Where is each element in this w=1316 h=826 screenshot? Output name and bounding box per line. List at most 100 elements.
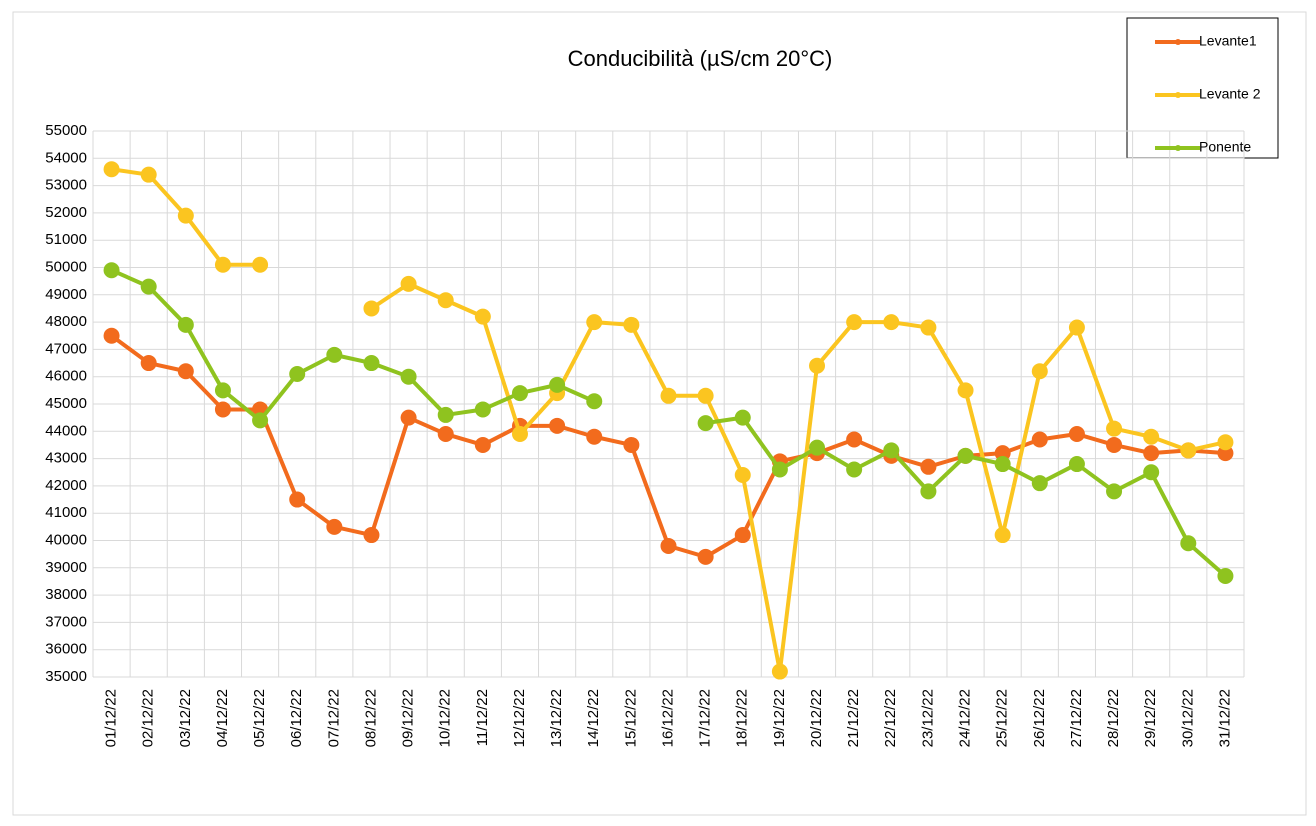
data-point bbox=[400, 409, 417, 426]
y-tick-label: 39000 bbox=[45, 559, 87, 576]
data-point bbox=[1106, 420, 1123, 437]
data-point bbox=[1068, 426, 1085, 443]
data-point bbox=[400, 368, 417, 385]
x-tick-label: 31/12/22 bbox=[1216, 689, 1233, 747]
data-point bbox=[697, 387, 714, 404]
y-tick-label: 46000 bbox=[45, 368, 87, 385]
data-point bbox=[586, 314, 603, 331]
y-tick-label: 50000 bbox=[45, 258, 87, 275]
x-tick-label: 06/12/22 bbox=[288, 689, 305, 747]
data-point bbox=[326, 518, 343, 535]
x-tick-label: 30/12/22 bbox=[1179, 689, 1196, 747]
data-point bbox=[1180, 535, 1197, 552]
x-tick-label: 18/12/22 bbox=[734, 689, 751, 747]
x-tick-label: 14/12/22 bbox=[585, 689, 602, 747]
data-point bbox=[140, 355, 157, 372]
data-point bbox=[883, 442, 900, 459]
data-point bbox=[846, 431, 863, 448]
data-point bbox=[252, 256, 269, 273]
data-point bbox=[511, 385, 528, 402]
x-tick-label: 15/12/22 bbox=[622, 689, 639, 747]
data-point bbox=[214, 401, 231, 418]
x-tick-label: 12/12/22 bbox=[511, 689, 528, 747]
x-tick-label: 24/12/22 bbox=[957, 689, 974, 747]
x-tick-label: 10/12/22 bbox=[437, 689, 454, 747]
data-point bbox=[252, 412, 269, 429]
data-point bbox=[1143, 464, 1160, 481]
data-point bbox=[474, 401, 491, 418]
y-tick-label: 54000 bbox=[45, 149, 87, 166]
x-tick-label: 11/12/22 bbox=[474, 689, 491, 746]
legend-marker bbox=[1175, 145, 1181, 151]
data-point bbox=[1106, 436, 1123, 453]
x-tick-label: 04/12/22 bbox=[214, 689, 231, 747]
y-tick-label: 40000 bbox=[45, 531, 87, 548]
data-point bbox=[1031, 475, 1048, 492]
x-tick-label: 23/12/22 bbox=[919, 689, 936, 747]
data-point bbox=[809, 357, 826, 374]
data-point bbox=[1180, 442, 1197, 459]
data-point bbox=[1217, 567, 1234, 584]
data-point bbox=[474, 308, 491, 325]
data-point bbox=[957, 382, 974, 399]
data-point bbox=[920, 458, 937, 475]
legend-label: Ponente bbox=[1199, 139, 1251, 155]
data-point bbox=[734, 527, 751, 544]
y-tick-label: 51000 bbox=[45, 231, 87, 248]
x-tick-label: 19/12/22 bbox=[771, 689, 788, 747]
data-point bbox=[623, 436, 640, 453]
y-tick-label: 55000 bbox=[45, 122, 87, 139]
x-tick-label: 02/12/22 bbox=[140, 689, 157, 747]
y-tick-label: 45000 bbox=[45, 395, 87, 412]
data-point bbox=[214, 256, 231, 273]
data-point bbox=[214, 382, 231, 399]
y-tick-label: 38000 bbox=[45, 586, 87, 603]
data-point bbox=[586, 393, 603, 410]
data-point bbox=[660, 387, 677, 404]
data-point bbox=[474, 436, 491, 453]
data-point bbox=[1217, 434, 1234, 451]
data-point bbox=[994, 527, 1011, 544]
y-tick-label: 48000 bbox=[45, 313, 87, 330]
y-tick-label: 42000 bbox=[45, 477, 87, 494]
x-tick-label: 09/12/22 bbox=[400, 689, 417, 747]
y-tick-label: 36000 bbox=[45, 641, 87, 658]
x-tick-label: 26/12/22 bbox=[1031, 689, 1048, 747]
data-point bbox=[846, 461, 863, 478]
data-point bbox=[1143, 445, 1160, 462]
x-tick-label: 28/12/22 bbox=[1105, 689, 1122, 747]
data-point bbox=[549, 417, 566, 434]
legend-label: Levante 2 bbox=[1199, 86, 1261, 102]
data-point bbox=[103, 327, 120, 344]
data-point bbox=[734, 466, 751, 483]
data-point bbox=[994, 456, 1011, 473]
data-point bbox=[289, 365, 306, 382]
data-point bbox=[103, 262, 120, 279]
data-point bbox=[177, 316, 194, 333]
data-point bbox=[957, 447, 974, 464]
y-tick-label: 35000 bbox=[45, 668, 87, 685]
data-point bbox=[771, 461, 788, 478]
y-tick-label: 41000 bbox=[45, 504, 87, 521]
x-tick-label: 29/12/22 bbox=[1142, 689, 1159, 747]
y-tick-label: 43000 bbox=[45, 450, 87, 467]
data-point bbox=[177, 363, 194, 380]
data-point bbox=[437, 292, 454, 309]
legend-marker bbox=[1175, 39, 1181, 45]
data-point bbox=[1068, 456, 1085, 473]
y-tick-label: 47000 bbox=[45, 340, 87, 357]
legend-marker bbox=[1175, 92, 1181, 98]
data-point bbox=[697, 548, 714, 565]
legend bbox=[1126, 17, 1279, 159]
data-point bbox=[920, 483, 937, 500]
y-tick-label: 53000 bbox=[45, 177, 87, 194]
chart-title: Conducibilità (µS/cm 20°C) bbox=[568, 46, 833, 71]
x-tick-label: 25/12/22 bbox=[994, 689, 1011, 747]
x-tick-label: 01/12/22 bbox=[103, 689, 120, 747]
data-point bbox=[437, 426, 454, 443]
y-tick-label: 49000 bbox=[45, 286, 87, 303]
data-point bbox=[1106, 483, 1123, 500]
data-point bbox=[140, 278, 157, 295]
data-point bbox=[623, 316, 640, 333]
data-point bbox=[734, 409, 751, 426]
